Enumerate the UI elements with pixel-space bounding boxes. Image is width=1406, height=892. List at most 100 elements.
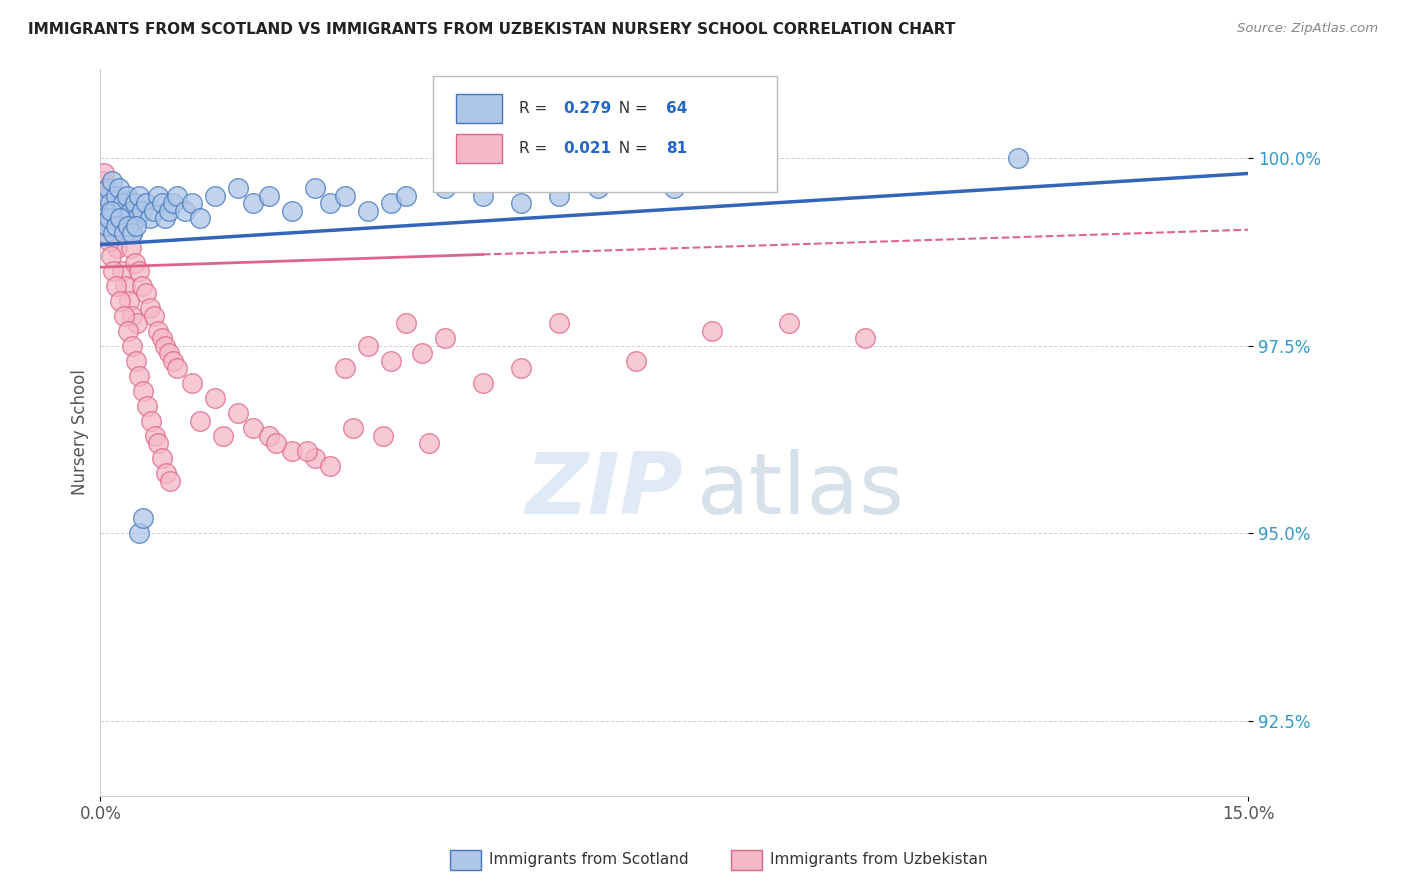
Point	[146, 324, 169, 338]
Point	[96, 219, 118, 233]
Point	[128, 189, 150, 203]
Point	[150, 196, 173, 211]
Point	[91, 174, 114, 188]
Point	[471, 376, 494, 391]
Point	[624, 174, 647, 188]
Point	[471, 189, 494, 203]
Point	[101, 174, 124, 188]
Point	[111, 204, 134, 219]
Point	[373, 429, 395, 443]
Text: Immigrants from Scotland: Immigrants from Scotland	[489, 853, 689, 867]
Point	[357, 204, 380, 219]
Point	[342, 421, 364, 435]
Point	[115, 227, 138, 241]
Point	[257, 429, 280, 443]
Point	[155, 339, 177, 353]
Point	[100, 204, 122, 219]
Point	[125, 317, 148, 331]
Point	[101, 196, 124, 211]
Point	[96, 219, 118, 233]
Point	[395, 189, 418, 203]
Point	[112, 309, 135, 323]
Point	[586, 181, 609, 195]
Point	[304, 451, 326, 466]
Point	[94, 227, 117, 241]
Point	[162, 354, 184, 368]
Point	[139, 301, 162, 316]
Point	[173, 204, 195, 219]
Text: ZIP: ZIP	[524, 449, 682, 532]
Point	[335, 189, 357, 203]
Point	[94, 196, 117, 211]
Point	[93, 189, 115, 203]
Point	[155, 467, 177, 481]
Point	[103, 204, 125, 219]
Point	[139, 211, 162, 226]
Point	[142, 309, 165, 323]
Point	[204, 189, 226, 203]
Point	[304, 181, 326, 195]
Point	[124, 256, 146, 270]
Text: 0.279: 0.279	[562, 102, 612, 116]
Point	[295, 443, 318, 458]
Point	[510, 196, 533, 211]
Text: atlas: atlas	[697, 449, 905, 532]
Point	[97, 234, 120, 248]
Text: Source: ZipAtlas.com: Source: ZipAtlas.com	[1237, 22, 1378, 36]
Point	[125, 211, 148, 226]
Point	[166, 361, 188, 376]
Point	[280, 204, 302, 219]
Text: N =: N =	[609, 141, 652, 156]
Point	[132, 511, 155, 525]
Point	[319, 196, 342, 211]
Point	[124, 354, 146, 368]
Point	[148, 436, 170, 450]
Point	[114, 279, 136, 293]
Point	[124, 219, 146, 233]
Point	[121, 339, 143, 353]
Point	[117, 219, 139, 233]
Point	[181, 376, 204, 391]
Point	[162, 196, 184, 211]
Point	[93, 166, 115, 180]
Point	[135, 286, 157, 301]
Point	[131, 279, 153, 293]
Point	[146, 189, 169, 203]
Point	[778, 317, 800, 331]
Point	[105, 242, 128, 256]
Point	[121, 309, 143, 323]
Point	[418, 436, 440, 450]
Point	[548, 189, 571, 203]
Point	[118, 219, 141, 233]
Text: N =: N =	[609, 102, 652, 116]
Point	[93, 211, 115, 226]
Point	[104, 189, 127, 203]
FancyBboxPatch shape	[433, 76, 778, 192]
Point	[411, 346, 433, 360]
Point	[124, 196, 146, 211]
Point	[142, 204, 165, 219]
Point	[128, 264, 150, 278]
Point	[357, 339, 380, 353]
Point	[105, 219, 128, 233]
Text: IMMIGRANTS FROM SCOTLAND VS IMMIGRANTS FROM UZBEKISTAN NURSERY SCHOOL CORRELATIO: IMMIGRANTS FROM SCOTLAND VS IMMIGRANTS F…	[28, 22, 956, 37]
Point	[188, 414, 211, 428]
Point	[108, 181, 131, 195]
Point	[157, 204, 180, 219]
Point	[98, 211, 121, 226]
Point	[97, 181, 120, 195]
Point	[112, 196, 135, 211]
Point	[104, 204, 127, 219]
Point	[97, 211, 120, 226]
Point	[242, 196, 264, 211]
Point	[100, 249, 122, 263]
Point	[624, 354, 647, 368]
Point	[97, 189, 120, 203]
Point	[380, 196, 402, 211]
Point	[114, 211, 136, 226]
Point	[548, 317, 571, 331]
Text: R =: R =	[519, 102, 553, 116]
Point	[135, 196, 157, 211]
Point	[128, 526, 150, 541]
Point	[132, 384, 155, 398]
